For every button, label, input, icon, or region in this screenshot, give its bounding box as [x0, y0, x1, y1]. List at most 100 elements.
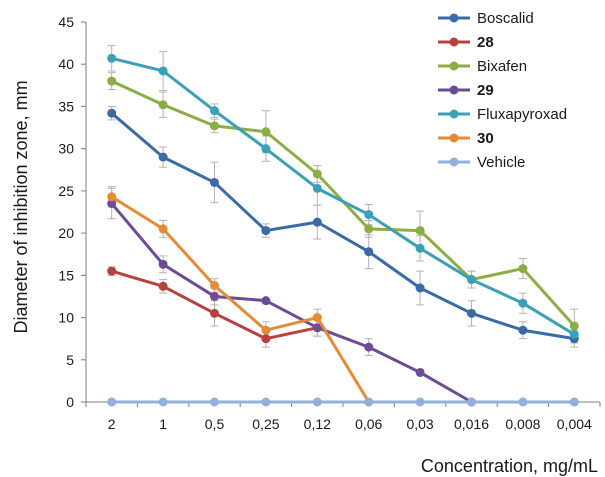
- y-tick-label: 35: [58, 98, 74, 114]
- data-point: [261, 226, 271, 236]
- legend-swatch-marker: [449, 133, 459, 143]
- x-tick-label: 0,5: [205, 416, 225, 432]
- legend-label: Bixafen: [477, 58, 527, 75]
- data-point: [210, 106, 219, 116]
- x-tick-label: 0,03: [406, 416, 433, 432]
- legend-entry: Fluxapyroxad: [438, 106, 567, 123]
- data-point: [312, 217, 322, 227]
- y-tick-label: 0: [66, 394, 74, 410]
- data-point: [364, 210, 374, 220]
- legend-label: Fluxapyroxad: [477, 106, 567, 123]
- data-point: [312, 183, 322, 193]
- data-point: [312, 323, 322, 333]
- data-point: [107, 192, 117, 202]
- legend-swatch-marker: [449, 61, 459, 71]
- data-point: [210, 397, 219, 407]
- legend-label: 29: [477, 82, 494, 99]
- y-tick-label: 25: [58, 183, 74, 199]
- legend-entry: 28: [438, 34, 494, 51]
- y-tick-label: 15: [58, 267, 74, 283]
- data-point: [107, 266, 117, 276]
- data-point: [210, 280, 219, 290]
- data-point: [467, 275, 476, 285]
- y-tick-label: 5: [66, 352, 74, 368]
- data-point: [210, 121, 219, 131]
- data-point: [467, 397, 476, 407]
- y-tick-label: 10: [58, 310, 74, 326]
- data-point: [415, 397, 425, 407]
- x-tick-label: 0,004: [557, 416, 592, 432]
- y-tick-label: 45: [58, 14, 74, 30]
- data-point: [312, 313, 322, 323]
- data-point: [415, 243, 425, 253]
- data-point: [261, 397, 271, 407]
- legend-label: 30: [477, 130, 494, 147]
- legend-swatch-marker: [449, 157, 459, 167]
- series-line: [110, 112, 575, 341]
- legend-entry: Vehicle: [438, 154, 525, 171]
- data-point: [158, 66, 168, 76]
- legend-entry: 29: [438, 82, 494, 99]
- series-30: [107, 192, 374, 407]
- legend-entry: 30: [438, 130, 494, 147]
- x-tick-label: 0,008: [505, 416, 540, 432]
- series-line: [110, 202, 473, 404]
- data-point: [312, 397, 322, 407]
- x-tick-label: 0,06: [355, 416, 382, 432]
- series-lines: [107, 53, 579, 407]
- data-point: [261, 144, 271, 154]
- data-point: [467, 308, 476, 318]
- data-point: [210, 308, 219, 318]
- data-point: [158, 281, 168, 291]
- legend-swatch-marker: [449, 37, 459, 47]
- data-point: [210, 177, 219, 187]
- y-tick-label: 30: [58, 141, 74, 157]
- series-line: [111, 56, 576, 336]
- data-point: [518, 298, 528, 308]
- data-point: [158, 152, 168, 162]
- series-fluxapyroxad: [107, 53, 579, 339]
- legend-swatch-marker: [449, 109, 459, 119]
- data-point: [261, 334, 271, 344]
- legend-entry: Bixafen: [438, 58, 527, 75]
- data-point: [107, 199, 117, 209]
- axes: 0 5 10 15 20 25 30 35 40 45 2 1 0,5 0,25 0,12 0,06 0,03 0…: [58, 14, 601, 432]
- x-tick-label: 1: [159, 416, 167, 432]
- legend-swatch-marker: [449, 13, 459, 23]
- data-point: [364, 342, 374, 352]
- data-point: [569, 329, 579, 339]
- legend-entry: Boscalid: [438, 10, 534, 27]
- x-tick-label: 0,12: [304, 416, 331, 432]
- data-point: [158, 224, 168, 234]
- data-point: [107, 53, 117, 63]
- data-point: [518, 325, 528, 335]
- data-point: [107, 76, 117, 86]
- legend-label: Boscalid: [477, 10, 534, 27]
- series-boscalid: [107, 108, 579, 344]
- data-point: [569, 397, 579, 407]
- x-tick-label: 0,25: [252, 416, 279, 432]
- data-point: [158, 397, 168, 407]
- data-point: [415, 226, 425, 236]
- data-point: [415, 367, 425, 377]
- data-point: [518, 264, 528, 274]
- data-point: [569, 321, 579, 331]
- data-point: [364, 224, 374, 234]
- data-point: [261, 127, 271, 137]
- legend-swatch-marker: [449, 85, 459, 95]
- data-point: [518, 397, 528, 407]
- x-axis-title: Concentration, mg/mL: [421, 456, 598, 476]
- series-line: [110, 195, 370, 403]
- y-tick-label: 20: [58, 225, 74, 241]
- x-tick-label: 0,016: [454, 416, 489, 432]
- data-point: [107, 397, 117, 407]
- legend-label: 28: [477, 34, 494, 51]
- data-point: [415, 283, 425, 293]
- data-point: [261, 296, 271, 306]
- data-point: [261, 325, 271, 335]
- data-point: [158, 100, 168, 110]
- data-point: [107, 108, 117, 118]
- data-point: [364, 397, 374, 407]
- data-point: [158, 259, 168, 269]
